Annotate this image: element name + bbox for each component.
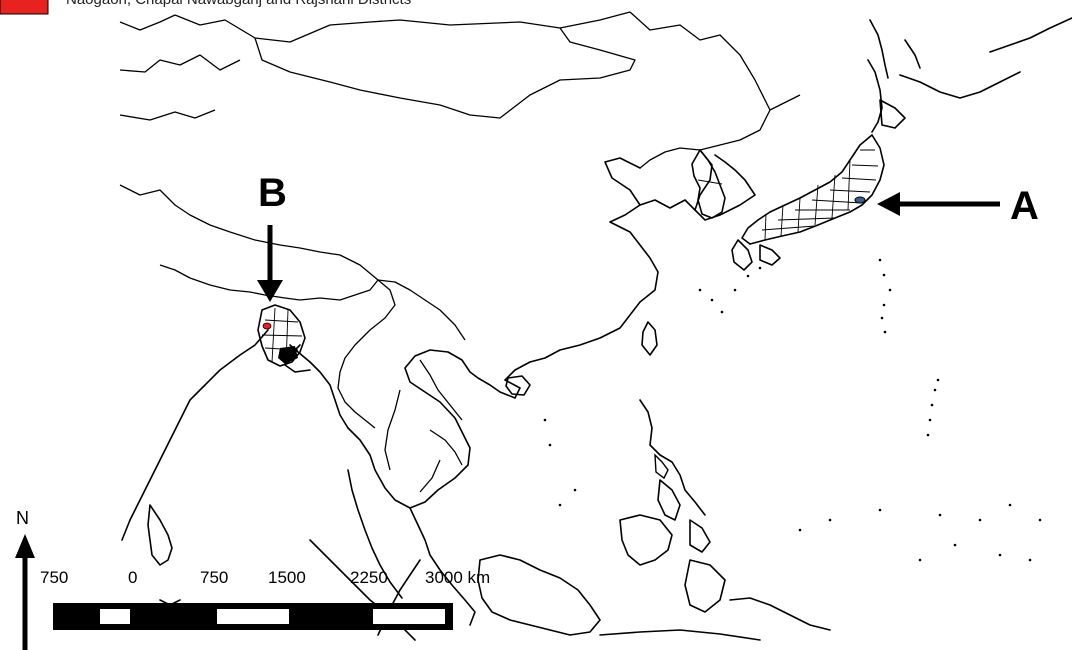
study-area-A	[854, 196, 866, 204]
north-arrowhead	[15, 534, 35, 558]
legend-label: Naogaon, Chapai Nawabganj and Rajshahi D…	[66, 0, 411, 8]
legend-swatch	[0, 0, 49, 15]
scale-tick-label: 2250	[350, 568, 388, 587]
south-asia-borders	[119, 184, 466, 606]
study-area-B	[262, 322, 272, 330]
scale-tick-label: 0	[128, 568, 137, 587]
marker-A: A	[877, 184, 1039, 228]
north-arrow: N	[15, 508, 35, 650]
northern-borders	[119, 11, 801, 169]
maritime-se-asia	[309, 469, 831, 641]
legend: Naogaon, Chapai Nawabganj and Rajshahi D…	[0, 0, 411, 15]
scale-tick-label: 750	[40, 568, 68, 587]
marker-A-arrowhead	[877, 192, 900, 216]
scale-tick-label: 1500	[268, 568, 306, 587]
marker-B-label: B	[258, 171, 287, 215]
scale-bar-segment	[217, 609, 289, 624]
marker-B: B	[257, 171, 287, 302]
japan	[731, 59, 906, 271]
scale-bar: 750 0 750 1500 2250 3000 km	[40, 568, 490, 630]
scattered-islands	[543, 258, 1042, 562]
korea	[691, 149, 726, 219]
bangladesh	[257, 304, 306, 367]
mainland-coastline	[289, 149, 756, 636]
philippines	[639, 399, 711, 553]
scale-bar-segment	[100, 609, 130, 624]
marker-A-label: A	[1010, 184, 1039, 228]
russia-far-east	[869, 17, 1072, 99]
north-arrow-label: N	[16, 508, 29, 528]
scale-bar-segment	[373, 609, 445, 624]
scale-tick-label: 750	[200, 568, 228, 587]
marker-B-arrowhead	[257, 280, 283, 302]
scale-tick-label: 3000 km	[425, 568, 490, 587]
islands-taiwan-hainan	[505, 321, 658, 396]
